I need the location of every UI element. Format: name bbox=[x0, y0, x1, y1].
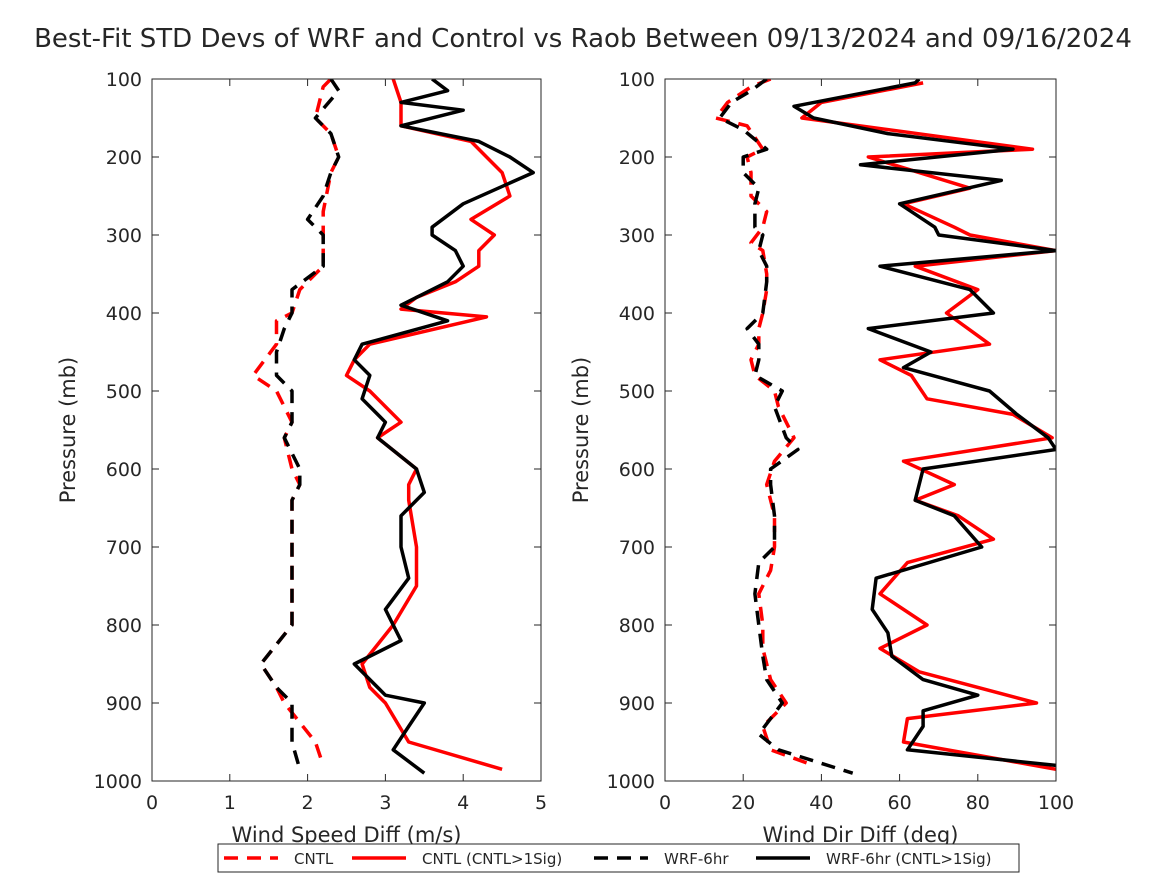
series-line-3 bbox=[717, 79, 854, 775]
x-tick-label: 20 bbox=[731, 792, 755, 814]
wind-speed-plot: 0 1 2 3 4 5 100 200 300 400 500 600 700 800 900 1000 Win… bbox=[56, 69, 547, 847]
x-tick-label: 80 bbox=[966, 792, 990, 814]
y-tick-label: 200 bbox=[619, 147, 655, 169]
y-tick-label: 100 bbox=[619, 69, 655, 91]
y-tick-label: 300 bbox=[619, 225, 655, 247]
y-tick-label: 600 bbox=[106, 459, 142, 481]
y-tick-label: 1000 bbox=[607, 771, 655, 793]
y-tick-label: 500 bbox=[106, 381, 142, 403]
x-tick-label: 4 bbox=[457, 792, 469, 814]
y-tick-label: 200 bbox=[106, 147, 142, 169]
x-tick-label: 0 bbox=[146, 792, 158, 814]
series-line-2 bbox=[800, 81, 1056, 772]
y-axis-label: Pressure (mb) bbox=[56, 357, 80, 504]
x-axis-label: Wind Dir Diff (deg) bbox=[763, 823, 959, 847]
y-tick-label: 600 bbox=[619, 459, 655, 481]
x-tick-label: 1 bbox=[224, 792, 236, 814]
axes-box bbox=[151, 78, 542, 782]
y-tick-label: 900 bbox=[619, 693, 655, 715]
x-tick-label: 100 bbox=[1038, 792, 1074, 814]
y-tick-label: 1000 bbox=[94, 771, 142, 793]
chart-title: Best-Fit STD Devs of WRF and Control vs … bbox=[34, 24, 1132, 54]
y-tick-label: 800 bbox=[619, 615, 655, 637]
legend-label-1: CNTL bbox=[294, 850, 334, 868]
x-tick-label: 2 bbox=[302, 792, 314, 814]
series-line-2 bbox=[344, 79, 512, 771]
x-tick-label: 5 bbox=[535, 792, 547, 814]
legend: CNTL CNTL (CNTL>1Sig) WRF-6hr WRF-6hr (CNTL… bbox=[217, 843, 1020, 873]
x-axis-label: Wind Speed Diff (m/s) bbox=[232, 823, 462, 847]
y-tick-label: 100 bbox=[106, 69, 142, 91]
x-tick-label: 60 bbox=[888, 792, 912, 814]
legend-label-2: CNTL (CNTL>1Sig) bbox=[422, 850, 562, 868]
x-tick-label: 0 bbox=[659, 792, 671, 814]
x-tick-label: 40 bbox=[809, 792, 833, 814]
wind-dir-plot: 0 20 40 60 80 100 100 200 300 400 500 600 700 800 900 1… bbox=[569, 69, 1074, 847]
x-tick-label: 3 bbox=[379, 792, 391, 814]
series-line-4 bbox=[352, 79, 535, 775]
y-tick-label: 300 bbox=[106, 225, 142, 247]
y-tick-label: 400 bbox=[619, 303, 655, 325]
series-line-1 bbox=[714, 79, 815, 768]
y-tick-label: 700 bbox=[106, 537, 142, 559]
y-tick-label: 700 bbox=[619, 537, 655, 559]
y-tick-label: 500 bbox=[619, 381, 655, 403]
y-tick-label: 400 bbox=[106, 303, 142, 325]
legend-label-4: WRF-6hr (CNTL>1Sig) bbox=[826, 850, 992, 868]
y-axis-label: Pressure (mb) bbox=[569, 357, 593, 504]
series-line-4 bbox=[792, 79, 1056, 768]
series-line-1 bbox=[251, 79, 341, 766]
series-line-3 bbox=[259, 79, 341, 770]
legend-label-3: WRF-6hr bbox=[664, 850, 729, 868]
y-tick-label: 800 bbox=[106, 615, 142, 637]
axes-box bbox=[664, 78, 1057, 782]
y-tick-label: 900 bbox=[106, 693, 142, 715]
